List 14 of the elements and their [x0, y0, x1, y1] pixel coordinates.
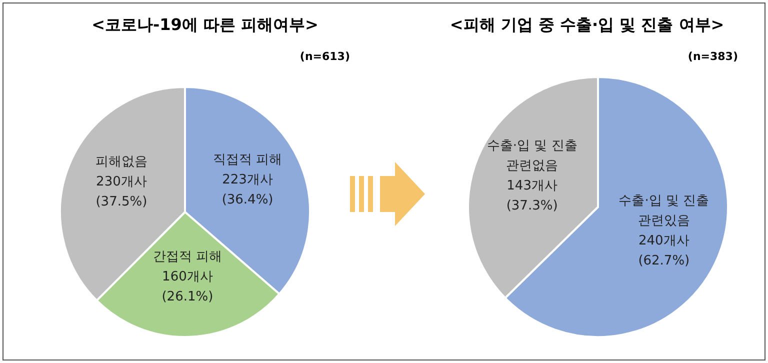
- slice-label: 직접적 피해: [212, 152, 282, 168]
- chart-subtitle: (n=613): [300, 50, 350, 63]
- slice-label: 간접적 피해: [152, 250, 222, 265]
- slice-label: 수출·입 및 진출 관련있음: [618, 194, 710, 229]
- data-label: 223개사 (36.4%): [222, 172, 274, 208]
- slice-label: 수출·입 및 진출 관련없음: [486, 138, 578, 174]
- chart-title: <피해 기업 중 수출·입 및 진출 여부>: [450, 15, 724, 34]
- slice-label: 피해없음: [95, 154, 148, 170]
- data-label: 230개사 (37.5%): [96, 174, 148, 210]
- data-label: 160개사 (26.1%): [162, 270, 214, 305]
- chart-subtitle: (n=383): [688, 50, 738, 63]
- data-label: 143개사 (37.3%): [506, 178, 558, 214]
- chart-title: <코로나-19에 따른 피해여부>: [92, 15, 318, 34]
- data-label: 240개사 (62.7%): [638, 234, 690, 269]
